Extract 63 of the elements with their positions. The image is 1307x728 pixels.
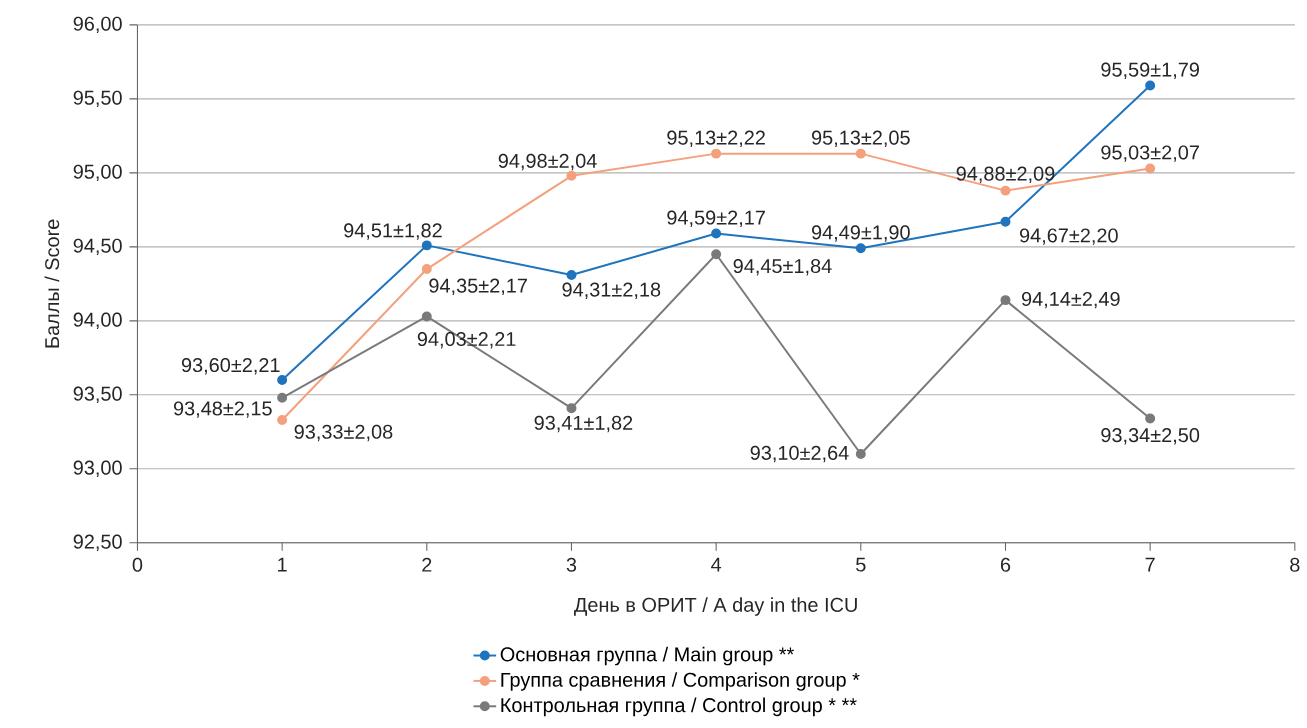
point bbox=[1145, 413, 1156, 424]
x-tick-label: 4 bbox=[711, 557, 722, 572]
data-label: 95,13±2,22 bbox=[667, 130, 765, 148]
data-label: 94,49±1,90 bbox=[811, 225, 910, 242]
point bbox=[566, 170, 577, 181]
x-tick-label: 2 bbox=[422, 557, 432, 572]
point bbox=[855, 148, 866, 159]
legend-label: Контрольная группа / Control group * ** bbox=[501, 697, 857, 717]
point bbox=[566, 403, 577, 414]
y-tick-label: 92,50 bbox=[73, 534, 122, 552]
point bbox=[855, 449, 866, 459]
data-label: 94,98±2,04 bbox=[498, 153, 597, 171]
data-label: 94,88±2,09 bbox=[956, 166, 1055, 184]
y-tick-label: 94,50 bbox=[73, 238, 122, 256]
point bbox=[1000, 216, 1011, 227]
point bbox=[1000, 185, 1011, 196]
data-label: 94,67±2,20 bbox=[1019, 228, 1118, 245]
x-tick-label: 7 bbox=[1145, 557, 1155, 572]
point bbox=[1000, 295, 1011, 306]
point bbox=[1145, 163, 1156, 174]
data-label: 93,48±2,15 bbox=[173, 401, 272, 418]
point bbox=[711, 228, 722, 239]
point bbox=[1145, 80, 1156, 91]
point bbox=[277, 414, 288, 425]
data-label: 93,34±2,50 bbox=[1101, 428, 1200, 445]
x-tick-label: 8 bbox=[1290, 557, 1300, 572]
legend-label: Группа сравнения / Comparison group * bbox=[501, 672, 860, 691]
x-tick-label: 0 bbox=[132, 557, 143, 572]
data-label: 94,31±2,18 bbox=[562, 282, 661, 299]
y-tick-label: 94,00 bbox=[73, 312, 122, 330]
point bbox=[421, 264, 432, 275]
data-label: 93,33±2,08 bbox=[294, 424, 393, 442]
y-tick-label: 96,00 bbox=[73, 16, 122, 34]
data-label: 95,13±2,05 bbox=[811, 130, 910, 148]
x-tick-label: 6 bbox=[1000, 557, 1011, 572]
y-tick-label: 93,50 bbox=[73, 386, 122, 404]
point bbox=[566, 269, 577, 280]
data-label: 94,51±1,82 bbox=[344, 223, 442, 240]
data-label: 93,60±2,21 bbox=[181, 357, 280, 375]
data-label: 94,14±2,49 bbox=[1021, 291, 1120, 309]
point bbox=[711, 249, 722, 260]
point bbox=[855, 243, 866, 254]
y-tick-label: 93,00 bbox=[73, 460, 122, 478]
data-label: 94,59±2,17 bbox=[667, 210, 765, 227]
x-tick-label: 5 bbox=[856, 557, 866, 572]
data-label: 95,03±2,07 bbox=[1101, 145, 1199, 162]
y-tick-label: 95,50 bbox=[73, 90, 122, 108]
data-label: 93,41±1,82 bbox=[534, 415, 633, 433]
x-tick-label: 3 bbox=[566, 557, 577, 572]
point bbox=[421, 240, 432, 251]
data-label: 93,10±2,64 bbox=[750, 445, 849, 463]
data-label: 94,45±1,84 bbox=[733, 258, 832, 276]
legend-label: Основная группа / Main group ** bbox=[500, 646, 794, 666]
data-label: 95,59±1,79 bbox=[1101, 62, 1199, 79]
x-axis-title: День в ОРИТ / A day in the ICU bbox=[574, 597, 857, 616]
point bbox=[711, 148, 722, 159]
x-tick-label: 1 bbox=[278, 557, 287, 572]
point bbox=[421, 311, 432, 322]
point bbox=[277, 392, 288, 403]
y-tick-label: 95,00 bbox=[73, 164, 122, 182]
y-axis-title: Баллы / Score bbox=[44, 219, 60, 348]
data-label: 94,35±2,17 bbox=[429, 278, 527, 296]
point bbox=[277, 375, 288, 385]
